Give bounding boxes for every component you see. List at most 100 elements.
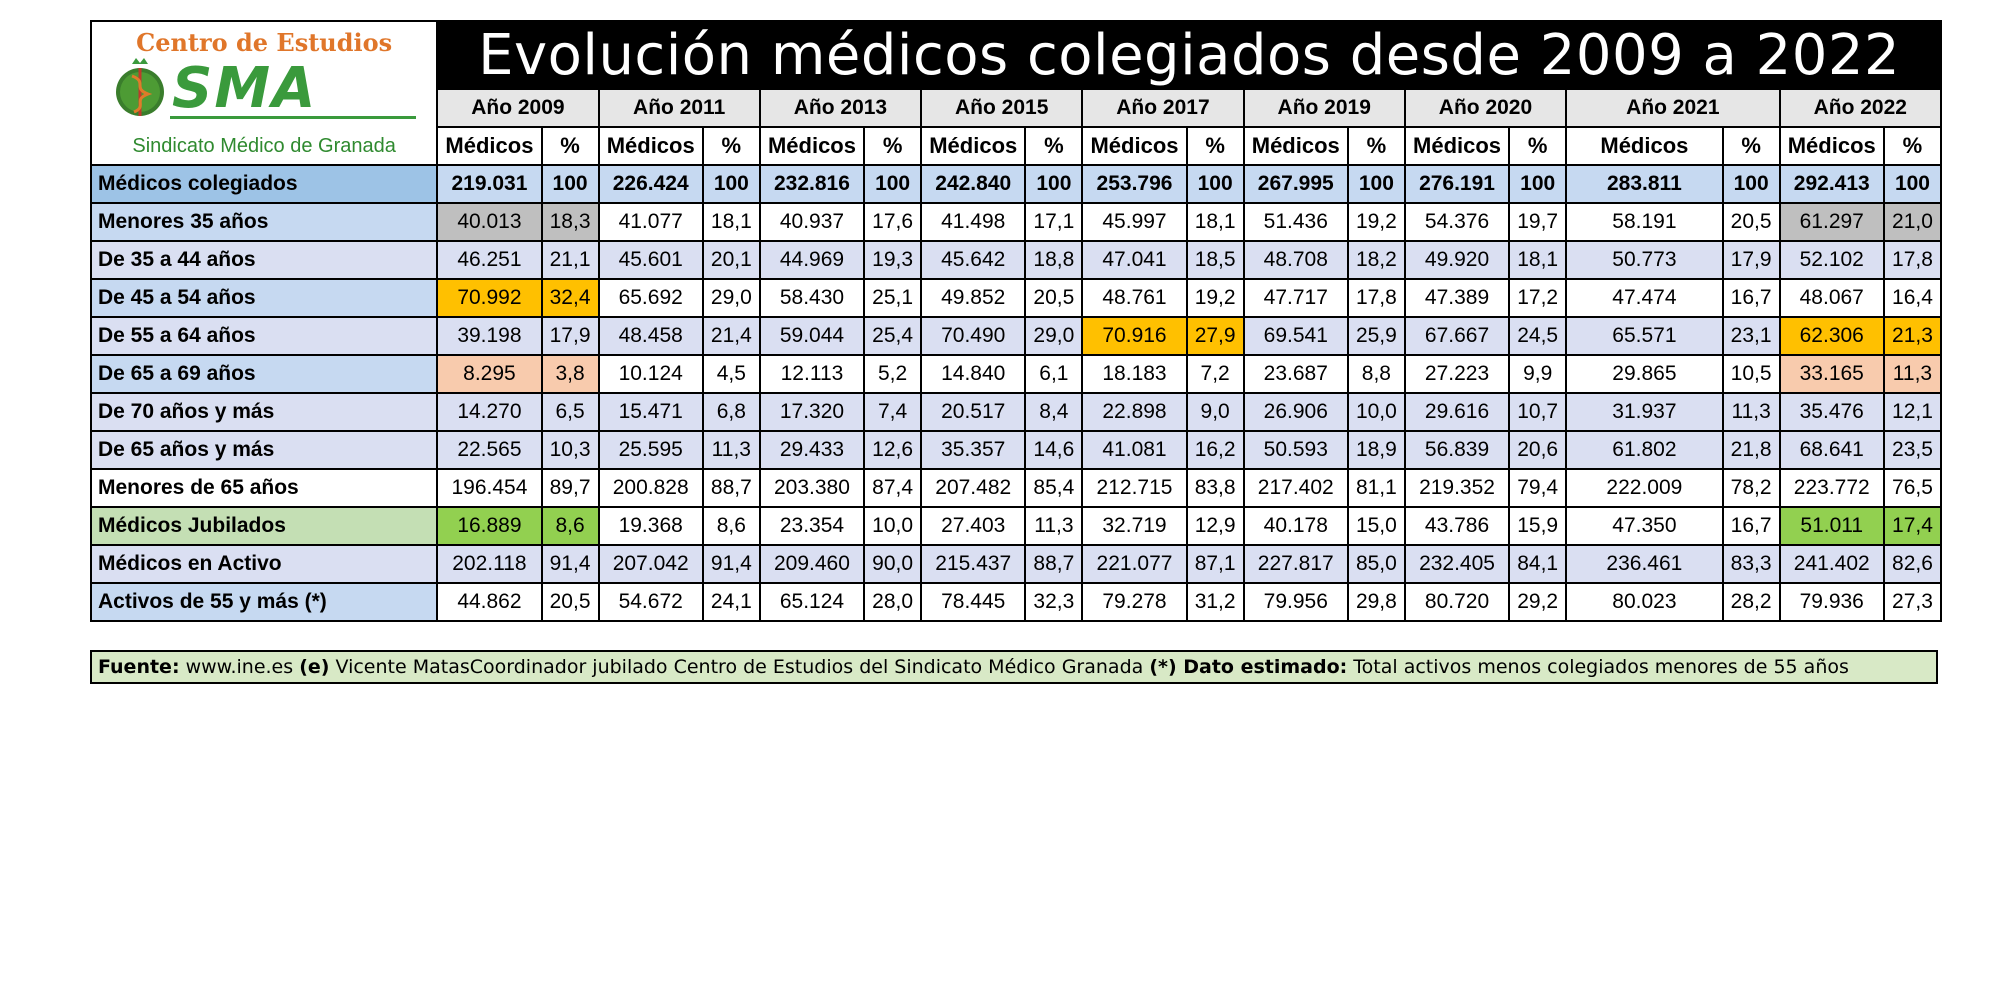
pct-subheader: % <box>1024 126 1084 166</box>
medicos-cell: 29.616 <box>1403 392 1511 432</box>
pct-cell: 18,5 <box>1185 240 1245 280</box>
medicos-cell: 69.541 <box>1242 316 1349 356</box>
pct-cell: 17,4 <box>1882 506 1943 546</box>
medicos-cell: 22.898 <box>1081 392 1188 432</box>
pct-cell: 7,2 <box>1185 354 1245 394</box>
pct-cell: 8,6 <box>701 506 761 546</box>
table-row: De 55 a 64 años 39.198 17,9 48.458 21,4 59.04… <box>89 316 1943 356</box>
medicos-cell: 25.595 <box>597 430 704 470</box>
pct-cell: 24,5 <box>1508 316 1568 356</box>
data-table: Centro de Estudios SMA Sindicato Médico … <box>89 20 1943 622</box>
pct-cell: 14,6 <box>1024 430 1084 470</box>
medicos-cell: 32.719 <box>1081 506 1188 546</box>
year-header: Año 2022 <box>1778 88 1943 128</box>
medicos-cell: 29.865 <box>1565 354 1724 394</box>
medicos-cell: 10.124 <box>597 354 704 394</box>
year-header-row: Año 2009 Año 2011 Año 2013 Año 2015 Año 2017… <box>91 88 1943 128</box>
sub-header-row: Médicos% Médicos% Médicos% Médicos% Médicos%… <box>91 126 1943 166</box>
medicos-cell: 54.672 <box>597 582 704 622</box>
medicos-cell: 59.044 <box>758 316 866 356</box>
pct-cell: 18,2 <box>1346 240 1406 280</box>
row-label: De 45 a 54 años <box>89 278 439 318</box>
pct-cell: 17,2 <box>1508 278 1568 318</box>
pct-subheader: % <box>863 126 923 166</box>
pct-cell: 16,7 <box>1721 506 1781 546</box>
pct-cell: 32,4 <box>540 278 600 318</box>
medicos-cell: 14.270 <box>436 392 543 432</box>
pct-cell: 18,3 <box>540 202 600 242</box>
medicos-cell: 27.403 <box>920 506 1027 546</box>
pct-cell: 21,0 <box>1882 202 1943 242</box>
medicos-cell: 35.357 <box>920 430 1027 470</box>
row-label: De 65 a 69 años <box>89 354 439 394</box>
medicos-cell: 23.687 <box>1242 354 1349 394</box>
medicos-cell: 292.413 <box>1778 164 1885 204</box>
logo-bottom-text: Sindicato Médico de Granada <box>132 135 396 157</box>
medicos-cell: 65.692 <box>597 278 704 318</box>
pct-cell: 25,1 <box>863 278 923 318</box>
pct-cell: 100 <box>863 164 923 204</box>
medicos-cell: 78.445 <box>920 582 1027 622</box>
pct-cell: 23,1 <box>1721 316 1781 356</box>
pct-cell: 83,8 <box>1185 468 1245 508</box>
medicos-cell: 49.852 <box>920 278 1027 318</box>
pct-cell: 84,1 <box>1508 544 1568 584</box>
footnote-estimate-text: Total activos menos colegiados menores d… <box>1347 656 1849 678</box>
medicos-cell: 276.191 <box>1403 164 1511 204</box>
medicos-cell: 40.178 <box>1242 506 1349 546</box>
pct-cell: 87,4 <box>863 468 923 508</box>
pct-cell: 19,7 <box>1508 202 1568 242</box>
pct-cell: 19,3 <box>863 240 923 280</box>
pct-cell: 20,5 <box>540 582 600 622</box>
row-label: De 70 años y más <box>89 392 439 432</box>
pct-cell: 8,8 <box>1346 354 1406 394</box>
pct-cell: 28,0 <box>863 582 923 622</box>
table-row: De 65 a 69 años 8.295 3,8 10.124 4,5 12.113 5,… <box>89 354 1943 394</box>
pct-cell: 29,0 <box>701 278 761 318</box>
table-row: Médicos colegiados 219.031 100 226.424 100 23… <box>89 164 1943 204</box>
pct-cell: 100 <box>1185 164 1245 204</box>
medicos-cell: 41.081 <box>1081 430 1188 470</box>
medicos-cell: 68.641 <box>1778 430 1885 470</box>
pct-cell: 27,3 <box>1882 582 1943 622</box>
medicos-cell: 45.642 <box>920 240 1027 280</box>
medicos-cell: 217.402 <box>1242 468 1349 508</box>
medicos-cell: 207.482 <box>920 468 1027 508</box>
medicos-subheader: Médicos <box>1778 126 1885 166</box>
pct-cell: 6,1 <box>1024 354 1084 394</box>
medicos-cell: 26.906 <box>1242 392 1349 432</box>
medicos-cell: 43.786 <box>1403 506 1511 546</box>
row-label: Menores 35 años <box>89 202 439 242</box>
medicos-cell: 232.405 <box>1403 544 1511 584</box>
medicos-cell: 212.715 <box>1081 468 1188 508</box>
medicos-cell: 48.708 <box>1242 240 1349 280</box>
footnote-estimate-label: (*) Dato estimado: <box>1149 656 1348 678</box>
pct-cell: 100 <box>1346 164 1406 204</box>
medicos-cell: 47.717 <box>1242 278 1349 318</box>
pct-cell: 21,4 <box>701 316 761 356</box>
year-header: Año 2009 <box>436 88 600 128</box>
medicos-cell: 219.031 <box>436 164 543 204</box>
medicos-cell: 253.796 <box>1081 164 1188 204</box>
pct-cell: 17,6 <box>863 202 923 242</box>
pct-cell: 100 <box>701 164 761 204</box>
medicos-cell: 200.828 <box>597 468 704 508</box>
pct-cell: 11,3 <box>701 430 761 470</box>
table-row: Activos de 55 y más (*) 44.862 20,5 54.672 2… <box>89 582 1943 622</box>
pct-cell: 29,0 <box>1024 316 1084 356</box>
pct-cell: 5,2 <box>863 354 923 394</box>
medicos-cell: 23.354 <box>758 506 866 546</box>
source-footnote: Fuente: www.ine.es (e) Vicente MatasCoor… <box>90 650 1938 684</box>
pct-cell: 10,0 <box>863 506 923 546</box>
medicos-cell: 47.474 <box>1565 278 1724 318</box>
pct-cell: 6,8 <box>701 392 761 432</box>
medicos-subheader: Médicos <box>1242 126 1349 166</box>
medicos-cell: 79.956 <box>1242 582 1349 622</box>
medicos-cell: 40.013 <box>436 202 543 242</box>
medicos-cell: 70.490 <box>920 316 1027 356</box>
row-label: De 65 años y más <box>89 430 439 470</box>
medicos-cell: 56.839 <box>1403 430 1511 470</box>
pct-cell: 32,3 <box>1024 582 1084 622</box>
year-header: Año 2015 <box>920 88 1084 128</box>
pct-cell: 79,4 <box>1508 468 1568 508</box>
